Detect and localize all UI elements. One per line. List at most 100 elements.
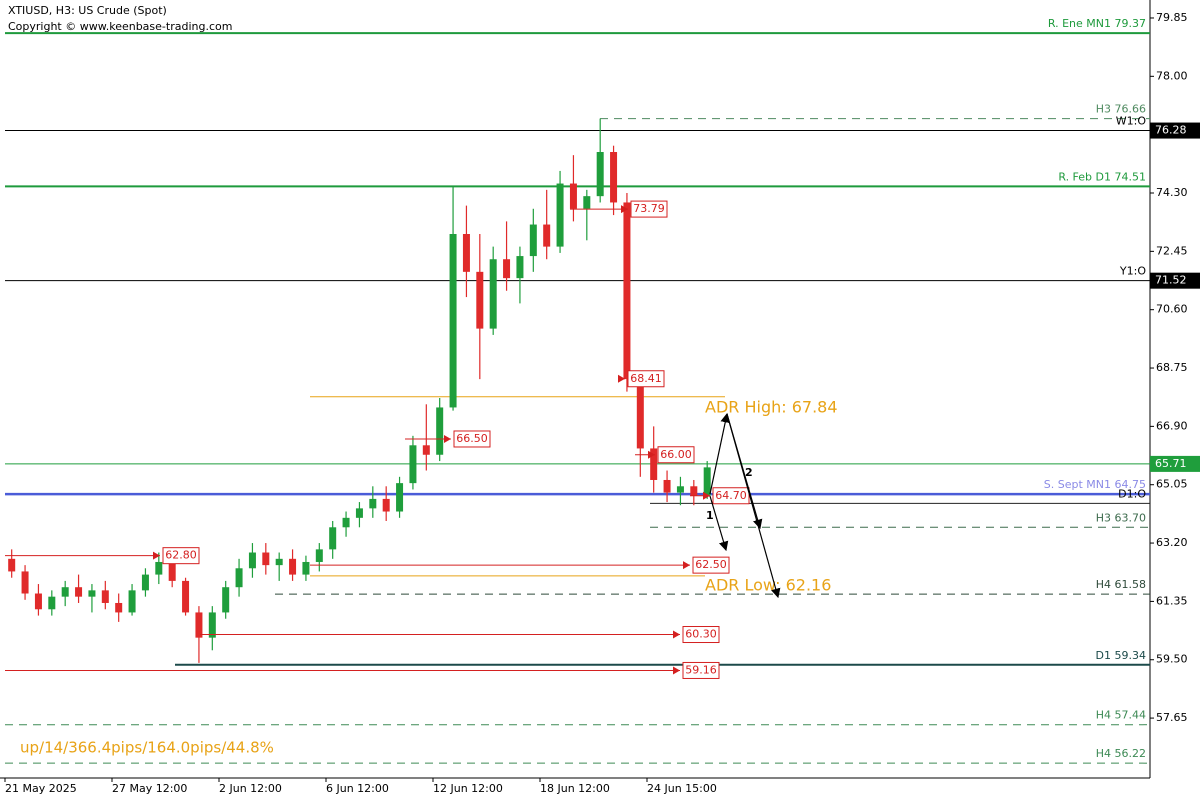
candle-body (8, 558, 16, 572)
marker-box (453, 430, 491, 448)
price-tag-label: 65.71 (1155, 457, 1187, 470)
candle-body (569, 183, 577, 209)
candle-body (115, 602, 123, 613)
y-tick-label: 61.35 (1156, 594, 1188, 607)
marker-arrow (648, 450, 655, 459)
marker-box (630, 200, 668, 218)
candle-body (141, 574, 149, 591)
candle-body (168, 561, 176, 581)
candle-body (88, 590, 96, 597)
level-label: Y1:O (1119, 265, 1146, 278)
candle-body (422, 445, 430, 455)
marker-arrow (703, 491, 710, 500)
candle-body (650, 448, 658, 480)
marker-arrow (618, 374, 625, 383)
candle-body (396, 483, 404, 512)
price-tag (1150, 455, 1200, 472)
marker-label: 73.79 (633, 202, 665, 215)
adr-label: ADR Low: 62.16 (705, 576, 831, 595)
candle-body (503, 259, 511, 279)
marker-label: 68.41 (630, 372, 662, 385)
candle-body (128, 590, 136, 613)
level-label: H4 56.22 (1096, 747, 1146, 760)
price-tag-label: 76.28 (1155, 124, 1187, 137)
candle-body (248, 552, 256, 569)
level-label: D1 59.34 (1096, 649, 1146, 662)
level-label: R. Ene MN1 79.37 (1048, 17, 1146, 30)
marker-label: 62.50 (695, 558, 727, 571)
candle-body (556, 183, 564, 247)
marker-arrow (444, 434, 451, 443)
candle-body (516, 256, 524, 279)
candle-body (596, 152, 604, 197)
candle-body (610, 152, 618, 203)
candle-body (222, 587, 230, 613)
x-tick-label: 21 May 2025 (5, 782, 77, 795)
candle-body (369, 498, 377, 509)
y-tick-label: 66.90 (1156, 419, 1188, 432)
y-tick-label: 74.30 (1156, 186, 1188, 199)
wave-arrows (709, 412, 781, 599)
x-tick-label: 12 Jun 12:00 (433, 782, 503, 795)
arrow (709, 495, 729, 552)
candle-body (436, 407, 444, 455)
arrow (726, 413, 781, 599)
candle-body (61, 587, 69, 597)
price-tag (1150, 122, 1200, 139)
candle-body (409, 445, 417, 484)
candle-body (489, 259, 497, 329)
candle-body (355, 508, 363, 518)
y-tick-label: 68.75 (1156, 361, 1188, 374)
level-label: R. Feb D1 74.51 (1058, 170, 1146, 183)
candle-body (75, 587, 83, 597)
candle-body (289, 558, 297, 575)
y-tick-label: 59.50 (1156, 653, 1188, 666)
marker-box (682, 661, 720, 679)
price-tag (1150, 272, 1200, 289)
x-tick-label: 2 Jun 12:00 (219, 782, 282, 795)
candle-body (315, 549, 323, 562)
marker-label: 62.80 (165, 549, 197, 562)
candle-body (34, 593, 42, 610)
candle-body (342, 517, 350, 528)
candle-body (21, 571, 29, 594)
level-label: D1:O (1118, 487, 1146, 500)
candle-body (462, 233, 470, 272)
candle-body (182, 580, 190, 613)
marker-box (162, 547, 200, 565)
level-label: S. Sept MN1 64.75 (1044, 478, 1146, 491)
chart-title: XTIUSD, H3: US Crude (Spot) (8, 4, 167, 17)
marker-arrow (673, 630, 680, 639)
candle-body (101, 590, 109, 603)
candle-body (275, 558, 283, 566)
level-label: H3 76.66 (1096, 103, 1146, 116)
x-tick-label: 6 Jun 12:00 (326, 782, 389, 795)
marker-label: 59.16 (685, 663, 717, 676)
level-label: H4 57.44 (1096, 709, 1146, 722)
marker-label: 66.50 (456, 432, 488, 445)
candle-body (543, 224, 551, 247)
marker-label: 64.70 (715, 489, 747, 502)
candle-body (208, 612, 216, 638)
marker-arrow (621, 205, 628, 214)
candle-body (529, 224, 537, 257)
arrow (709, 412, 730, 495)
marker-box (657, 446, 695, 464)
level-label: H4 61.58 (1096, 578, 1146, 591)
candle-body (583, 196, 591, 209)
y-tick-label: 72.45 (1156, 244, 1188, 257)
marker-label: 60.30 (685, 628, 717, 641)
y-tick-label: 63.20 (1156, 536, 1188, 549)
y-tick-label: 78.00 (1156, 69, 1188, 82)
marker-box (627, 370, 665, 388)
candle-body (636, 379, 644, 449)
marker-box (692, 556, 730, 574)
candle-body (48, 596, 56, 610)
candle-body (382, 498, 390, 512)
candle-body (155, 561, 163, 575)
candle-body (690, 486, 698, 496)
candle-body (329, 527, 337, 550)
candle-body (235, 568, 243, 588)
stats-text: up/14/366.4pips/164.0pips/44.8% (20, 739, 274, 757)
